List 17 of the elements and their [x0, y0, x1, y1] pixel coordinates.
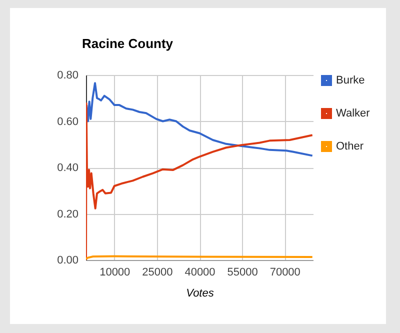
chart-title: Racine County: [82, 36, 174, 51]
y-tick-label: 0.40: [57, 162, 78, 174]
y-tick-label: 0.00: [57, 254, 78, 266]
x-axis-title: Votes: [186, 288, 214, 300]
y-tick-label: 0.80: [57, 70, 78, 82]
y-tick-label: 0.20: [57, 208, 78, 220]
line-series: [86, 102, 313, 260]
x-tick-label: 70000: [270, 266, 300, 278]
legend-label: Walker: [336, 108, 370, 120]
x-tick-label: 55000: [227, 266, 258, 278]
line-series: [86, 82, 313, 157]
y-tick-label: 0.60: [57, 116, 78, 128]
x-tick-label: 40000: [184, 266, 216, 278]
x-tick-label: 10000: [100, 266, 130, 278]
legend-label: Burke: [336, 74, 365, 86]
legend-label: Other: [336, 140, 364, 152]
x-tick-label: 25000: [142, 266, 173, 278]
